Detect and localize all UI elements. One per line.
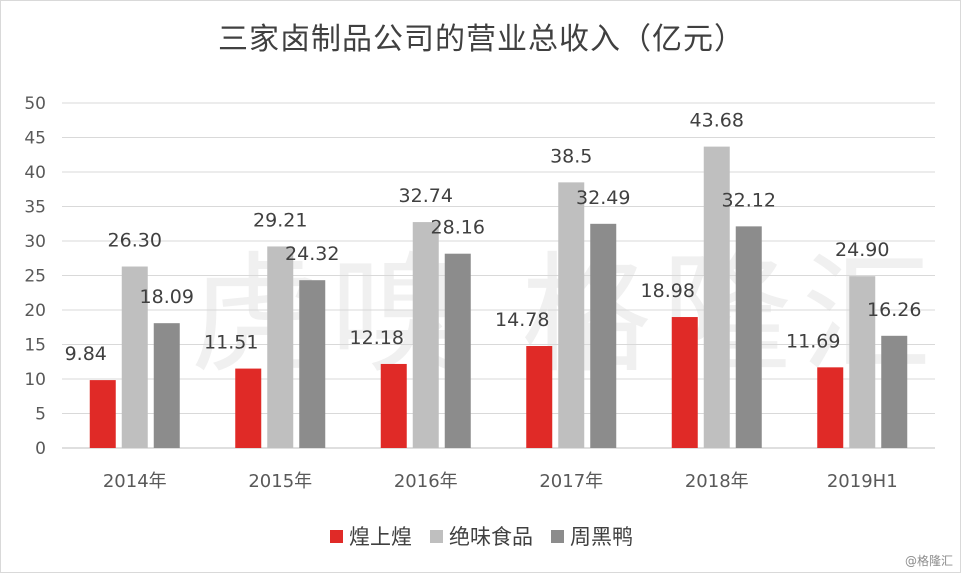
bar-2-0 — [153, 323, 180, 448]
x-tick-label: 2018年 — [685, 471, 749, 492]
y-tick-label: 30 — [24, 232, 46, 252]
data-label-0-0: 9.84 — [65, 343, 107, 365]
bar-1-1 — [267, 246, 294, 448]
bar-1-4 — [703, 146, 730, 448]
x-tick-label: 2014年 — [103, 471, 167, 492]
x-tick-label: 2015年 — [248, 471, 312, 492]
data-label-2-5: 16.26 — [867, 299, 921, 321]
bar-2-4 — [735, 226, 762, 448]
data-label-1-5: 24.90 — [835, 239, 889, 261]
bar-1-3 — [558, 182, 585, 448]
data-label-0-1: 11.51 — [204, 332, 258, 354]
data-label-2-2: 28.16 — [431, 217, 485, 239]
bar-2-5 — [881, 335, 908, 448]
y-tick-label: 0 — [35, 439, 46, 459]
legend-item-zhouheiya: 周黑鸭 — [551, 521, 633, 551]
y-tick-label: 10 — [24, 370, 46, 390]
y-tick-label: 15 — [24, 336, 46, 356]
bar-0-5 — [817, 367, 844, 448]
data-label-2-0: 18.09 — [140, 286, 194, 308]
legend-label-zhouheiya: 周黑鸭 — [570, 525, 633, 549]
x-tick-label: 2016年 — [394, 471, 458, 492]
bar-1-2 — [412, 222, 439, 448]
bar-1-5 — [849, 276, 876, 448]
y-tick-label: 40 — [24, 163, 46, 183]
bar-0-3 — [526, 346, 553, 448]
legend-label-juewei: 绝味食品 — [449, 525, 533, 549]
legend-swatch-huangshanghuang — [330, 529, 343, 543]
chart-title: 三家卤制品公司的营业总收入（亿元） — [218, 22, 745, 57]
y-tick-label: 25 — [24, 267, 46, 287]
bar-2-1 — [299, 280, 326, 448]
y-tick-label: 5 — [35, 405, 46, 425]
bar-2-3 — [590, 223, 617, 448]
bar-0-0 — [89, 380, 116, 448]
source-credit: @格隆汇 — [904, 554, 953, 568]
data-label-1-0: 26.30 — [108, 230, 162, 252]
legend-swatch-juewei — [430, 529, 443, 543]
data-label-2-4: 32.12 — [722, 189, 776, 211]
bar-0-1 — [235, 368, 262, 448]
data-label-1-1: 29.21 — [253, 209, 307, 231]
data-label-0-5: 11.69 — [786, 330, 840, 352]
data-label-2-3: 32.49 — [576, 187, 630, 209]
data-label-1-4: 43.68 — [690, 110, 744, 132]
y-tick-label: 45 — [24, 129, 46, 149]
legend-item-huangshanghuang: 煌上煌 — [330, 521, 412, 551]
x-tick-label: 2019H1 — [827, 471, 898, 492]
legend-item-juewei: 绝味食品 — [430, 521, 533, 551]
y-tick-label: 20 — [24, 301, 46, 321]
bar-0-2 — [380, 363, 407, 448]
bar-0-4 — [671, 317, 698, 448]
data-label-0-2: 12.18 — [350, 327, 404, 349]
y-tick-label: 50 — [24, 94, 46, 114]
x-tick-label: 2017年 — [539, 471, 603, 492]
data-label-0-3: 14.78 — [495, 309, 549, 331]
y-tick-label: 35 — [24, 198, 46, 218]
legend: 煌上煌 绝味食品 周黑鸭 — [0, 521, 963, 551]
bar-1-0 — [121, 266, 148, 448]
legend-label-huangshanghuang: 煌上煌 — [349, 525, 412, 549]
data-label-2-1: 24.32 — [285, 243, 339, 265]
data-label-0-4: 18.98 — [641, 280, 695, 302]
data-label-1-2: 32.74 — [399, 185, 453, 207]
data-label-1-3: 38.5 — [550, 145, 592, 167]
legend-swatch-zhouheiya — [551, 529, 564, 543]
bar-2-2 — [444, 253, 471, 448]
